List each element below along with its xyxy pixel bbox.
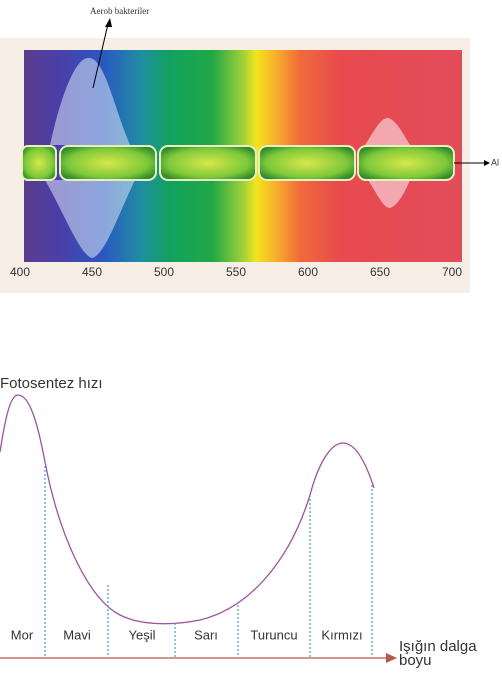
x-axis-label: Işığın dalga boyu xyxy=(399,638,477,669)
bacteria-cluster xyxy=(45,180,135,258)
x-axis-arrow xyxy=(386,653,397,663)
wavelength-tick-label: 700 xyxy=(442,265,462,279)
y-axis-label: Fotosentez hızı xyxy=(0,375,103,392)
wavelength-tick-label: 400 xyxy=(10,265,30,279)
wavelength-tick-label: 450 xyxy=(82,265,102,279)
wavelength-tick-label: 650 xyxy=(370,265,390,279)
bacteria-cluster xyxy=(365,118,410,145)
band-label: Turuncu xyxy=(250,627,297,642)
wavelength-tick-label: 600 xyxy=(298,265,318,279)
alga-filament xyxy=(21,145,455,181)
wavelength-tick-label: 550 xyxy=(226,265,246,279)
band-dividers xyxy=(44,462,373,657)
wavelength-tick-label: 500 xyxy=(154,265,174,279)
bacteria-pointer-head xyxy=(105,18,112,27)
band-label: Kırmızı xyxy=(321,627,362,642)
band-label: Mor xyxy=(11,627,34,642)
alga-label: Al xyxy=(491,157,499,167)
band-label: Mavi xyxy=(63,627,91,642)
alga-pointer-head xyxy=(484,160,490,166)
bacteria-pointer xyxy=(92,23,109,89)
band-label: Yeşil xyxy=(129,627,156,642)
bacteria-cluster xyxy=(368,180,410,208)
band-label: Sarı xyxy=(194,627,218,642)
bacteria-cluster xyxy=(50,57,130,145)
bacteria-label: Aerob bakteriler xyxy=(90,6,149,16)
rate-curve xyxy=(0,394,375,625)
